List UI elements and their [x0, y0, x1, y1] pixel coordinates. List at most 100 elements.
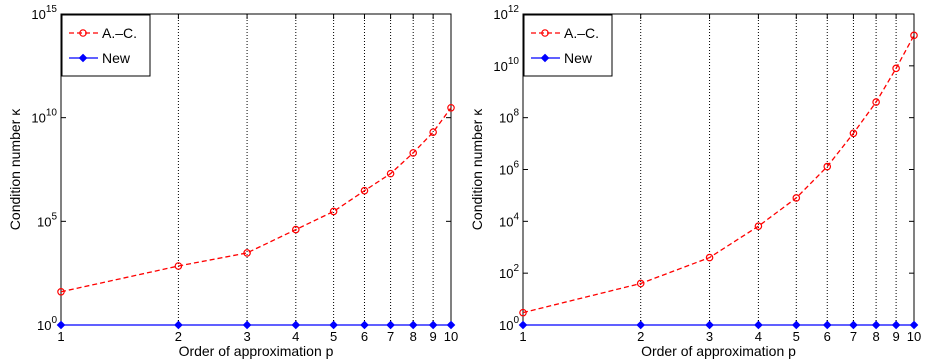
- data-point: [291, 320, 301, 330]
- data-point: [57, 287, 65, 296]
- x-tick-label: 8: [872, 329, 879, 344]
- data-point: [56, 320, 66, 330]
- y-tick-exponent: 5: [51, 211, 57, 222]
- data-point: [754, 222, 763, 230]
- y-tick-label: 102: [499, 263, 519, 281]
- x-tick-label: 3: [243, 329, 250, 344]
- y-tick-label: 105: [37, 211, 57, 229]
- data-point: [428, 320, 438, 330]
- y-tick-base: 10: [493, 7, 507, 22]
- y-tick-exponent: 0: [51, 315, 57, 326]
- data-point: [518, 320, 528, 330]
- y-tick-base: 10: [31, 111, 45, 126]
- legend-label: New: [102, 50, 131, 66]
- x-tick-label: 10: [444, 329, 458, 344]
- y-tick-exponent: 0: [513, 315, 519, 326]
- x-tick-label: 8: [410, 329, 417, 344]
- legend-label: A.–C.: [564, 25, 599, 41]
- y-tick-label: 100: [499, 315, 519, 333]
- data-point: [892, 64, 900, 73]
- data-point: [754, 320, 763, 330]
- y-tick-base: 10: [499, 318, 513, 333]
- series-line-ac: [60, 107, 452, 293]
- y-tick-base: 10: [37, 318, 51, 333]
- x-tick-label: 9: [892, 329, 899, 344]
- y-tick-base: 10: [499, 111, 513, 126]
- x-tick-label: 6: [824, 329, 831, 344]
- x-axis-label: Order of approximation p: [641, 343, 796, 359]
- x-tick-label: 7: [387, 329, 394, 344]
- data-point: [871, 320, 881, 330]
- legend-box: [523, 14, 613, 77]
- y-tick-exponent: 4: [513, 211, 519, 222]
- data-point: [174, 262, 183, 270]
- y-tick-exponent: 10: [508, 56, 520, 67]
- data-point: [292, 225, 300, 234]
- y-tick-base: 10: [493, 59, 507, 74]
- data-point: [823, 162, 832, 171]
- y-tick-exponent: 6: [513, 160, 519, 171]
- data-point: [705, 320, 714, 330]
- data-point: [329, 320, 338, 330]
- y-tick-label: 100: [37, 315, 57, 333]
- data-point: [792, 194, 801, 202]
- x-tick-label: 7: [850, 329, 857, 344]
- data-point: [849, 129, 858, 138]
- y-tick-base: 10: [499, 163, 513, 178]
- y-tick-label: 106: [499, 160, 519, 178]
- y-tick-exponent: 8: [513, 108, 519, 119]
- legend-box: [61, 14, 151, 77]
- data-point: [242, 320, 252, 330]
- data-point: [386, 169, 395, 178]
- legend-marker: [540, 53, 550, 63]
- legend-marker: [78, 53, 88, 63]
- y-tick-exponent: 10: [46, 108, 58, 119]
- y-tick-label: 1010: [493, 56, 519, 74]
- data-point: [408, 320, 418, 330]
- series-line-ac: [522, 35, 915, 314]
- y-tick-exponent: 12: [508, 4, 520, 15]
- x-tick-label: 10: [907, 329, 921, 344]
- y-tick-base: 10: [499, 266, 513, 281]
- legend-label: A.–C.: [102, 25, 137, 41]
- y-tick-base: 10: [37, 214, 51, 229]
- y-tick-label: 1012: [493, 4, 519, 22]
- y-tick-exponent: 2: [513, 263, 519, 274]
- data-point: [243, 249, 251, 257]
- data-point: [429, 128, 437, 136]
- data-point: [360, 320, 369, 330]
- y-tick-exponent: 15: [46, 4, 58, 15]
- data-point: [360, 186, 369, 195]
- y-tick-base: 10: [31, 7, 45, 22]
- y-axis-label: Condition number κ: [7, 108, 23, 230]
- x-tick-label: 1: [519, 329, 526, 344]
- data-point: [636, 320, 646, 330]
- y-tick-label: 1010: [31, 108, 57, 126]
- data-point: [891, 320, 901, 330]
- x-tick-label: 3: [706, 329, 713, 344]
- data-point: [174, 320, 183, 330]
- data-point: [409, 149, 418, 157]
- data-point: [386, 320, 395, 330]
- x-tick-label: 5: [793, 329, 800, 344]
- data-point: [519, 308, 527, 317]
- y-tick-label: 104: [499, 211, 519, 229]
- y-tick-label: 1015: [31, 4, 57, 22]
- x-tick-label: 2: [175, 329, 182, 344]
- legend-marker: [79, 29, 87, 37]
- data-point: [705, 253, 714, 262]
- y-tick-label: 108: [499, 108, 519, 126]
- x-tick-label: 4: [292, 329, 299, 344]
- y-tick-base: 10: [499, 214, 513, 229]
- data-point: [872, 98, 880, 106]
- data-point: [822, 320, 832, 330]
- x-tick-label: 2: [637, 329, 644, 344]
- data-point: [910, 31, 918, 40]
- data-point: [849, 320, 858, 330]
- data-point: [447, 103, 455, 112]
- x-axis-label: Order of approximation p: [179, 343, 334, 359]
- data-point: [636, 279, 645, 288]
- data-point: [791, 320, 801, 330]
- x-tick-label: 1: [57, 329, 64, 344]
